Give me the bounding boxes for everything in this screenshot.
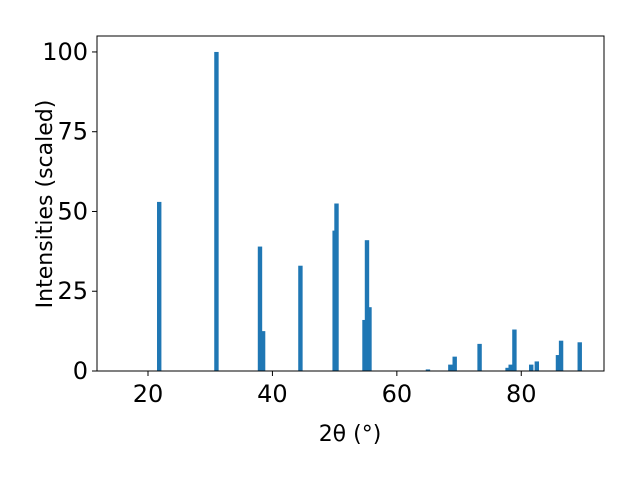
- bar: [508, 364, 513, 371]
- bar: [448, 364, 453, 371]
- x-axis-label: 2θ (°): [319, 422, 382, 447]
- bar: [362, 319, 367, 371]
- bar: [477, 343, 482, 371]
- bar: [298, 265, 303, 371]
- bar: [534, 361, 540, 371]
- bar: [452, 356, 457, 371]
- x-tick-label: 20: [133, 380, 164, 408]
- bar: [555, 355, 561, 371]
- y-tick-label: 0: [73, 357, 88, 385]
- bar: [257, 246, 263, 371]
- plot-frame: [96, 35, 605, 372]
- bar: [214, 51, 219, 371]
- bar: [364, 240, 370, 371]
- y-axis-label: Intensities (scaled): [33, 100, 58, 309]
- bar: [512, 329, 517, 371]
- x-tick-label: 40: [257, 380, 288, 408]
- x-tick-label: 80: [506, 380, 537, 408]
- bar: [529, 364, 534, 371]
- y-tick-label: 100: [42, 38, 88, 66]
- bar: [260, 331, 266, 371]
- bar: [577, 342, 582, 371]
- y-tick-label: 25: [57, 277, 88, 305]
- x-tick-label: 60: [382, 380, 413, 408]
- y-tick-label: 75: [57, 118, 88, 146]
- bar: [558, 340, 564, 371]
- bar: [157, 201, 162, 371]
- bar: [334, 203, 339, 371]
- bar: [505, 367, 510, 371]
- bar: [367, 307, 372, 371]
- y-tick-label: 50: [57, 197, 88, 225]
- bar: [425, 369, 431, 371]
